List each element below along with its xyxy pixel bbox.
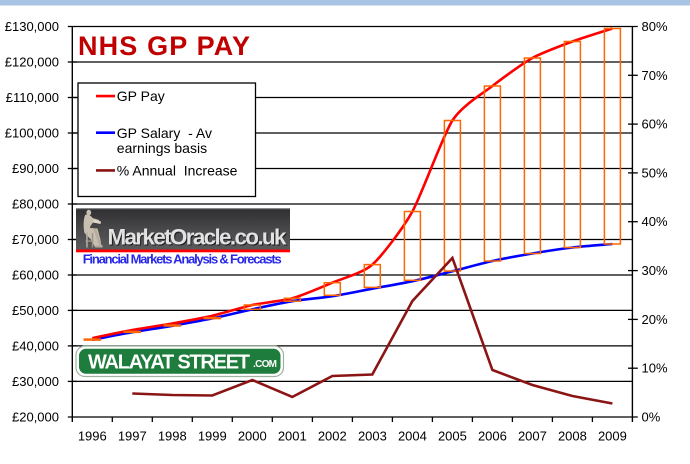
svg-text:1996: 1996 [78, 429, 107, 444]
svg-text:1997: 1997 [118, 429, 147, 444]
svg-text:MarketOracle.co.uk: MarketOracle.co.uk [109, 226, 288, 251]
svg-text:£70,000: £70,000 [12, 232, 59, 247]
svg-text:£80,000: £80,000 [12, 197, 59, 212]
svg-text:10%: 10% [642, 361, 668, 376]
svg-text:2000: 2000 [238, 429, 267, 444]
svg-text:2007: 2007 [518, 429, 547, 444]
svg-text:1999: 1999 [198, 429, 227, 444]
svg-text:£40,000: £40,000 [12, 338, 59, 353]
svg-text:£120,000: £120,000 [5, 55, 59, 70]
svg-text:GP Salary - Av: GP Salary - Av [117, 125, 212, 141]
svg-text:.COM: .COM [253, 359, 277, 370]
svg-text:£50,000: £50,000 [12, 303, 59, 318]
svg-text:2003: 2003 [358, 429, 387, 444]
svg-text:% Annual Increase: % Annual Increase [117, 162, 238, 178]
svg-text:2001: 2001 [278, 429, 307, 444]
svg-text:£100,000: £100,000 [5, 126, 59, 141]
svg-text:2006: 2006 [478, 429, 507, 444]
svg-text:2009: 2009 [598, 429, 627, 444]
svg-text:GP Pay: GP Pay [117, 88, 165, 104]
svg-text:WALAYAT STREET: WALAYAT STREET [88, 352, 250, 374]
svg-text:£30,000: £30,000 [12, 374, 59, 389]
svg-text:1998: 1998 [158, 429, 187, 444]
svg-text:70%: 70% [642, 68, 668, 83]
svg-text:50%: 50% [642, 165, 668, 180]
svg-text:2002: 2002 [318, 429, 347, 444]
svg-text:30%: 30% [642, 263, 668, 278]
svg-text:2008: 2008 [558, 429, 587, 444]
svg-text:80%: 80% [642, 19, 668, 34]
svg-text:£90,000: £90,000 [12, 161, 59, 176]
svg-text:60%: 60% [642, 117, 668, 132]
svg-text:2004: 2004 [398, 429, 427, 444]
svg-text:2005: 2005 [438, 429, 467, 444]
svg-text:£20,000: £20,000 [12, 410, 59, 425]
svg-text:0%: 0% [642, 410, 661, 425]
svg-text:Financial Markets Analysis & F: Financial Markets Analysis & Forecasts [83, 251, 282, 266]
svg-text:£130,000: £130,000 [5, 19, 59, 34]
svg-text:earnings basis: earnings basis [117, 140, 207, 156]
svg-text:£60,000: £60,000 [12, 268, 59, 283]
svg-text:MarketOracle.co.uk: MarketOracle.co.uk [108, 225, 287, 250]
svg-text:NHS GP PAY: NHS GP PAY [78, 31, 250, 61]
svg-text:£110,000: £110,000 [6, 90, 59, 105]
svg-text:20%: 20% [642, 312, 668, 327]
svg-text:40%: 40% [642, 214, 668, 229]
